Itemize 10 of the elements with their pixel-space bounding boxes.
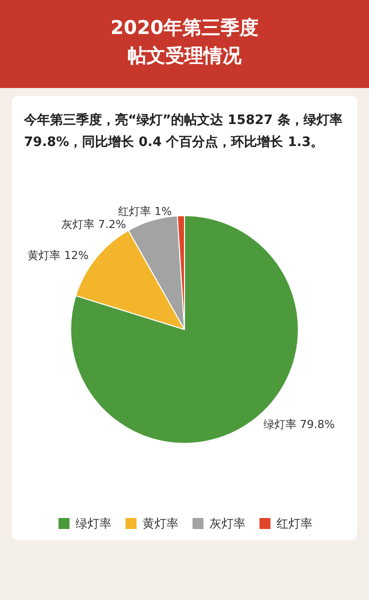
legend-label: 灰灯率 — [210, 516, 246, 530]
chart-subtitle: 今年第三季度，亮“绿灯”的帖文达 15827 条，绿灯率 79.8%，同比增长 0.4 个百分点，环比增长 1.3。 — [22, 112, 344, 152]
legend-label: 绿灯率 — [76, 516, 112, 530]
legend-label: 黄灯率 — [142, 516, 178, 530]
legend-label: 红灯率 — [276, 516, 312, 530]
chart-title: 2020年第三季度帖文受理情况 — [110, 16, 260, 69]
category-label: 红灯率 1% — [118, 205, 172, 218]
category-label: 灰灯率 7.2% — [62, 218, 126, 232]
category-label: 黄灯率 12% — [28, 249, 89, 262]
category-label: 绿灯率 79.8% — [263, 418, 335, 431]
